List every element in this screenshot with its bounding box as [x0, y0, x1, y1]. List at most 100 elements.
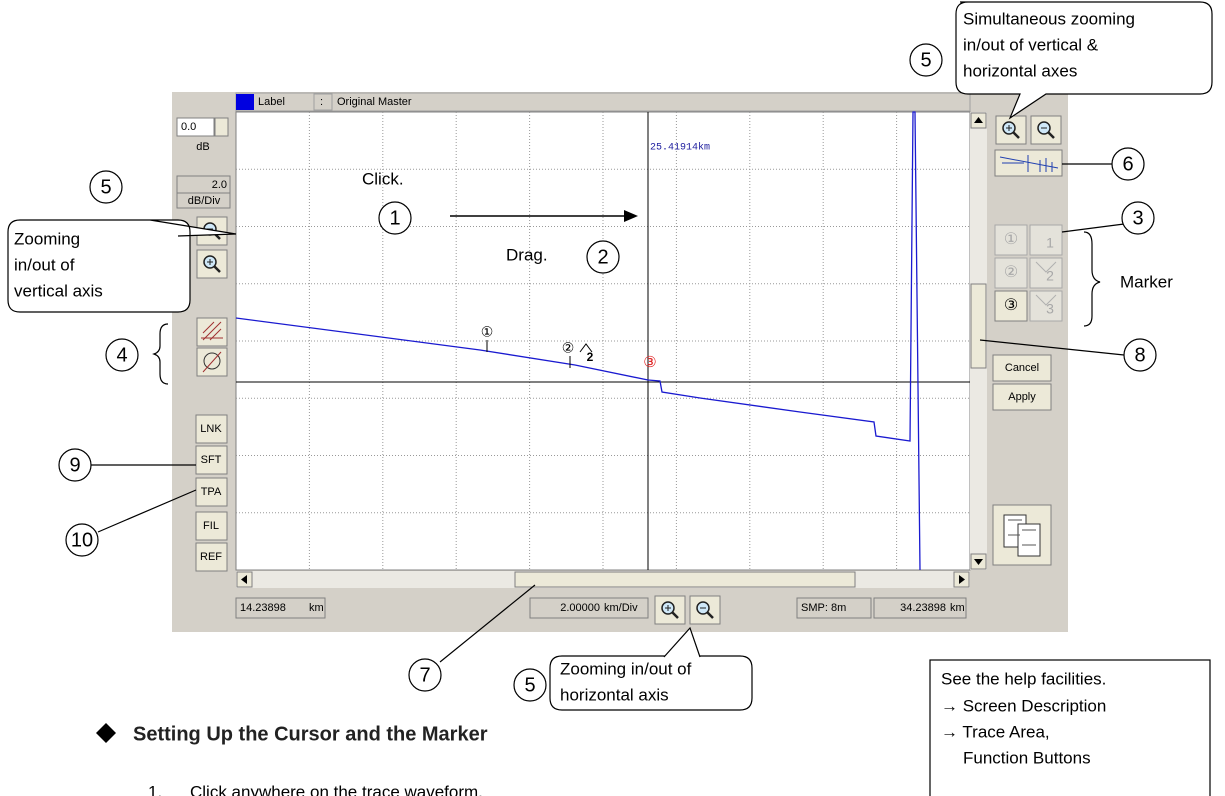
- marker-button-label: 3: [1046, 301, 1054, 317]
- number-label: 3: [1132, 207, 1143, 229]
- leader-lines: [91, 163, 1125, 663]
- side-button-label: TPA: [201, 486, 222, 498]
- number-label: 5: [524, 674, 535, 696]
- cursor-distance: 25.41914km: [650, 142, 710, 154]
- number-label: 1: [389, 207, 400, 229]
- marker-button-label: ③: [1004, 297, 1018, 314]
- help-text: → Trace Area,: [941, 722, 1050, 741]
- start-unit: km: [309, 602, 324, 614]
- number-circle: [58, 448, 92, 482]
- legend-swatch: [236, 94, 254, 110]
- division-box: [529, 597, 649, 619]
- brace: [1083, 231, 1101, 327]
- side-button-label: FIL: [203, 520, 219, 532]
- icon: [1008, 519, 1036, 546]
- side-button[interactable]: [195, 542, 228, 572]
- trace-marker: ①: [481, 324, 494, 340]
- arrow-icon: [959, 575, 965, 584]
- grid: [236, 112, 970, 570]
- number-circle: [89, 170, 123, 204]
- number-label: 5: [920, 49, 931, 71]
- marker-button[interactable]: [1029, 224, 1063, 256]
- icon: [706, 611, 714, 619]
- click-caption: Click.: [362, 169, 404, 188]
- marker-line-button[interactable]: [196, 317, 228, 347]
- marker-button[interactable]: [1029, 257, 1063, 289]
- number-circle: [1123, 338, 1157, 372]
- level-unit: dB: [196, 141, 209, 153]
- trace-marker: ③: [643, 354, 656, 371]
- help-box: [929, 659, 1211, 796]
- icon: [202, 351, 222, 373]
- scale-unit: dB/Div: [188, 195, 221, 207]
- number-circle: [1111, 147, 1145, 181]
- marker-buttons: ① 1 ② 2 ③ 3: [994, 224, 1063, 322]
- number-label: 10: [71, 529, 93, 551]
- scale-value: 2.0: [212, 179, 227, 191]
- callout-bubble: [955, 1, 1213, 120]
- side-button[interactable]: [195, 511, 228, 541]
- marker-button[interactable]: [994, 290, 1028, 322]
- drag-caption: Drag.: [506, 245, 548, 264]
- start-box: [235, 597, 326, 619]
- level-spin[interactable]: [214, 117, 229, 137]
- level-box[interactable]: [176, 117, 215, 137]
- callout-text: horizontal axis: [560, 685, 669, 704]
- side-button[interactable]: [195, 477, 228, 507]
- callout-bubble: [549, 655, 753, 711]
- marker-button-label: ②: [1004, 264, 1018, 281]
- number-label: 5: [100, 176, 111, 198]
- help-text: → Screen Description: [941, 696, 1106, 715]
- trace-waveform: [235, 111, 921, 571]
- marker-caption: Marker: [1120, 272, 1173, 291]
- side-button-label: SFT: [201, 454, 222, 466]
- callout-text: in/out of vertical &: [963, 35, 1099, 54]
- number-circle: [378, 201, 412, 235]
- number-label: 7: [419, 664, 430, 686]
- callout-tail: [663, 626, 701, 658]
- end-value: 34.23898: [900, 602, 946, 614]
- cancel-label: Cancel: [1005, 362, 1039, 374]
- callout-bubble: [7, 219, 237, 313]
- icon: [1035, 261, 1057, 273]
- zoom-button[interactable]: [654, 595, 686, 625]
- section-title: Setting Up the Cursor and the Marker: [133, 723, 488, 745]
- icon: [1017, 523, 1041, 557]
- side-button[interactable]: [195, 445, 228, 475]
- sampling-box: [796, 597, 872, 619]
- v-scroll-thumb[interactable]: [970, 283, 987, 369]
- side-button-label: REF: [200, 551, 222, 563]
- marker-button[interactable]: [994, 224, 1028, 256]
- callout-text: vertical axis: [14, 281, 103, 300]
- legend-separator-box: [313, 93, 333, 111]
- icon: [213, 265, 221, 273]
- arrow-icon: [974, 559, 983, 565]
- trace-marker: 2: [587, 350, 594, 364]
- bullet-diamond: [96, 723, 116, 743]
- marker-button[interactable]: [994, 257, 1028, 289]
- icon: [203, 352, 221, 370]
- end-unit: km: [950, 602, 965, 614]
- icon: [1012, 131, 1020, 139]
- brace: [152, 323, 169, 385]
- side-button[interactable]: [195, 414, 228, 444]
- callout-text: Zooming in/out of: [560, 659, 692, 678]
- number-circle: [586, 240, 620, 274]
- number-label: 2: [597, 246, 608, 268]
- marker-button[interactable]: [1029, 290, 1063, 322]
- trace-marker: ②: [562, 340, 575, 356]
- step-number: 1.: [148, 782, 162, 796]
- cancel-button[interactable]: [992, 354, 1052, 382]
- start-value: 14.23898: [240, 602, 286, 614]
- apply-button[interactable]: [992, 383, 1052, 411]
- number-circle: [1121, 201, 1155, 235]
- number-circle: [105, 338, 139, 372]
- marker-flag: [579, 343, 593, 353]
- division-unit: km/Div: [604, 602, 638, 614]
- arrow-head: [624, 210, 638, 222]
- marker-button-label: 2: [1046, 268, 1054, 284]
- h-scroll-thumb[interactable]: [514, 571, 856, 588]
- side-button-label: LNK: [200, 423, 222, 435]
- number-circle: [408, 658, 442, 692]
